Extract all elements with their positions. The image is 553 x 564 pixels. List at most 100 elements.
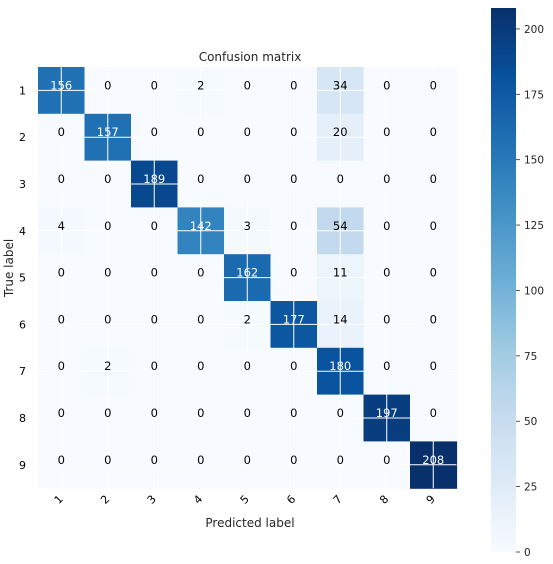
x-tick-label: 7 — [331, 493, 345, 507]
cell-value-label: 0 — [383, 312, 390, 326]
cell-value-label: 0 — [383, 453, 390, 467]
cell-value-label: 189 — [143, 172, 165, 186]
cell-value-label: 2 — [197, 78, 204, 92]
cell-value-label: 0 — [104, 266, 111, 280]
x-tick-label: 9 — [424, 493, 438, 507]
cell-value-label: 0 — [244, 125, 251, 139]
cell-value-label: 0 — [197, 172, 204, 186]
y-tick-label: 9 — [19, 459, 26, 472]
cell-value-label: 0 — [430, 125, 437, 139]
cell-value-label: 0 — [430, 172, 437, 186]
cell-value-label: 2 — [244, 312, 251, 326]
colorbar: 0 25 50 75 100 125 150 175 200 — [491, 8, 544, 559]
cell-value-label: 0 — [104, 78, 111, 92]
cell-value-label: 180 — [329, 359, 351, 373]
cell-value-label: 0 — [383, 78, 390, 92]
cell-value-label: 0 — [383, 219, 390, 233]
cell-value-label: 0 — [58, 125, 65, 139]
cell-value-label: 162 — [236, 266, 258, 280]
cell-value-label: 0 — [104, 219, 111, 233]
cell-value-label: 197 — [376, 406, 398, 420]
cell-value-label: 0 — [197, 266, 204, 280]
colorbar-tick-label: 0 — [524, 547, 531, 559]
cell-value-label: 0 — [383, 125, 390, 139]
cell-value-label: 0 — [244, 359, 251, 373]
y-tick-label: 5 — [19, 272, 26, 285]
cell-value-label: 2 — [104, 359, 111, 373]
cell-value-label: 142 — [190, 219, 212, 233]
cell-value-label: 0 — [151, 78, 158, 92]
colorbar-tick-label: 50 — [524, 416, 537, 428]
cell-value-label: 0 — [430, 266, 437, 280]
cell-value-label: 157 — [97, 125, 119, 139]
colorbar-tick-label: 200 — [524, 24, 544, 36]
cell-value-label: 0 — [151, 266, 158, 280]
colorbar-ticks: 0 25 50 75 100 125 150 175 200 — [516, 24, 544, 559]
cell-value-label: 0 — [151, 453, 158, 467]
cell-value-label: 0 — [383, 359, 390, 373]
cell-value-label: 0 — [58, 266, 65, 280]
x-tick-label: 2 — [98, 493, 112, 507]
colorbar-gradient — [491, 8, 516, 552]
x-axis-label: Predicted label — [205, 516, 294, 530]
cell-value-label: 0 — [290, 78, 297, 92]
cell-value-label: 0 — [197, 406, 204, 420]
cell-value-label: 177 — [283, 312, 305, 326]
cell-value-label: 0 — [290, 125, 297, 139]
x-tick-label: 1 — [52, 493, 66, 507]
cell-value-label: 54 — [333, 219, 348, 233]
colorbar-tick-label: 125 — [524, 220, 544, 232]
cell-value-label: 20 — [333, 125, 348, 139]
colorbar-tick-label: 25 — [524, 482, 537, 494]
cell-value-label: 208 — [422, 453, 444, 467]
y-tick-label: 1 — [19, 84, 26, 97]
cell-value-label: 0 — [430, 219, 437, 233]
cell-value-label: 0 — [244, 78, 251, 92]
cell-value-label: 0 — [104, 406, 111, 420]
cell-value-label: 0 — [290, 172, 297, 186]
y-tick-label: 2 — [19, 131, 26, 144]
cell-value-label: 0 — [151, 312, 158, 326]
cell-value-label: 0 — [290, 359, 297, 373]
x-tick-label: 4 — [191, 493, 205, 507]
cell-value-labels: 156 0 0 2 0 0 34 0 00 157 0 0 0 0 20 0 00 0 189 0 0 0 0 0 04 0 0 14… — [50, 78, 444, 466]
cell-value-label: 0 — [337, 172, 344, 186]
cell-value-label: 0 — [151, 219, 158, 233]
x-tick-label: 8 — [377, 493, 391, 507]
cell-value-label: 0 — [430, 359, 437, 373]
cell-value-label: 0 — [244, 406, 251, 420]
cell-value-label: 0 — [197, 125, 204, 139]
cell-value-label: 0 — [58, 312, 65, 326]
cell-value-label: 0 — [104, 172, 111, 186]
cell-value-label: 0 — [197, 453, 204, 467]
cell-value-label: 0 — [383, 172, 390, 186]
chart-title: Confusion matrix — [199, 50, 302, 64]
cell-value-label: 0 — [337, 406, 344, 420]
cell-value-label: 0 — [290, 453, 297, 467]
x-axis-ticks: 1 2 3 4 5 6 7 8 9 — [52, 493, 438, 507]
x-tick-label: 5 — [238, 493, 252, 507]
cell-value-label: 11 — [333, 266, 348, 280]
cell-value-label: 0 — [383, 266, 390, 280]
cell-value-label: 3 — [244, 219, 251, 233]
cell-value-label: 4 — [58, 219, 65, 233]
cell-value-label: 0 — [290, 266, 297, 280]
cell-value-label: 0 — [290, 219, 297, 233]
cell-value-label: 0 — [430, 406, 437, 420]
cell-value-label: 0 — [58, 406, 65, 420]
colorbar-tick-label: 75 — [524, 351, 537, 363]
y-axis-label: True label — [2, 239, 16, 298]
cell-value-label: 0 — [104, 312, 111, 326]
cell-value-label: 0 — [151, 406, 158, 420]
cell-value-label: 0 — [244, 453, 251, 467]
y-tick-label: 6 — [19, 318, 26, 331]
cell-value-label: 0 — [197, 359, 204, 373]
x-tick-label: 3 — [145, 493, 159, 507]
cell-value-label: 34 — [333, 78, 348, 92]
cell-value-label: 0 — [104, 453, 111, 467]
cell-value-label: 0 — [337, 453, 344, 467]
heatmap-gridlines — [38, 67, 457, 489]
x-tick-label: 6 — [284, 493, 298, 507]
cell-value-label: 0 — [244, 172, 251, 186]
